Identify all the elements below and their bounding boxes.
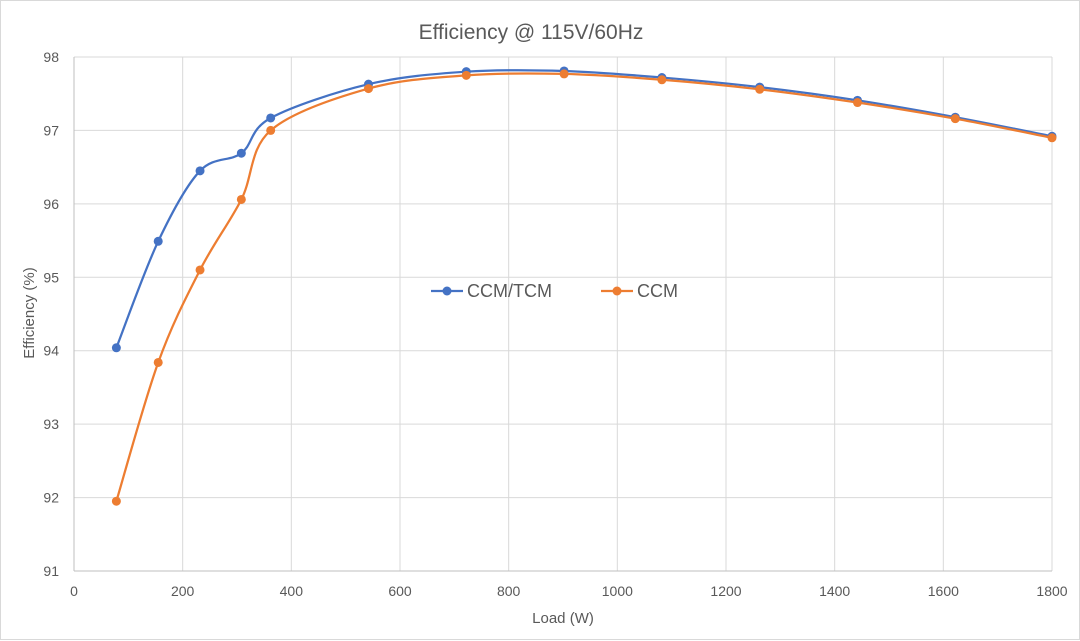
series-ccm <box>111 69 1057 506</box>
data-point <box>1047 133 1057 143</box>
x-tick-label: 1400 <box>819 583 850 599</box>
series-ccm-tcm <box>111 66 1057 353</box>
legend-marker <box>442 286 452 296</box>
x-axis-label: Load (W) <box>532 610 594 627</box>
x-tick-label: 1600 <box>928 583 959 599</box>
y-tick-label: 94 <box>43 343 59 359</box>
x-tick-label: 800 <box>497 583 521 599</box>
data-point <box>236 148 246 158</box>
x-tick-label: 1200 <box>710 583 741 599</box>
y-tick-label: 96 <box>43 196 59 212</box>
data-point <box>153 236 163 246</box>
data-point <box>111 343 121 353</box>
data-point <box>657 75 667 85</box>
legend-marker <box>612 286 622 296</box>
data-point <box>195 265 205 275</box>
x-tick-label: 200 <box>171 583 195 599</box>
x-tick-label: 1000 <box>602 583 633 599</box>
legend-item: CCM/TCM <box>431 281 552 301</box>
data-point <box>111 496 121 506</box>
y-tick-label: 91 <box>43 563 59 579</box>
y-tick-label: 92 <box>43 490 59 506</box>
series-line <box>115 72 1054 503</box>
y-tick-label: 93 <box>43 416 59 432</box>
data-point <box>236 194 246 204</box>
y-tick-label: 97 <box>43 122 59 138</box>
data-point <box>950 114 960 124</box>
y-tick-label: 95 <box>43 269 59 285</box>
legend: CCM/TCM CCM <box>431 281 678 301</box>
data-point <box>153 357 163 367</box>
data-point <box>559 69 569 79</box>
x-tick-label: 1800 <box>1036 583 1067 599</box>
data-point <box>266 113 276 123</box>
data-point <box>266 125 276 135</box>
y-axis-label: Efficiency (%) <box>21 267 38 358</box>
x-tick-label: 600 <box>388 583 412 599</box>
axes: 91 92 93 94 95 96 97 98 0 200 400 600 800 1000 1200 140… <box>43 49 1067 599</box>
data-point <box>755 84 765 94</box>
x-tick-label: 400 <box>280 583 304 599</box>
y-tick-label: 98 <box>43 49 59 65</box>
data-point <box>195 166 205 176</box>
data-point <box>852 98 862 108</box>
gridlines <box>74 56 1053 571</box>
data-point <box>363 84 373 94</box>
x-tick-label: 0 <box>70 583 78 599</box>
legend-label: CCM <box>637 281 678 301</box>
chart-title: Efficiency @ 115V/60Hz <box>419 21 644 44</box>
legend-item: CCM <box>601 281 678 301</box>
data-point <box>461 70 471 80</box>
legend-label: CCM/TCM <box>467 281 552 301</box>
series-layer <box>111 66 1057 506</box>
